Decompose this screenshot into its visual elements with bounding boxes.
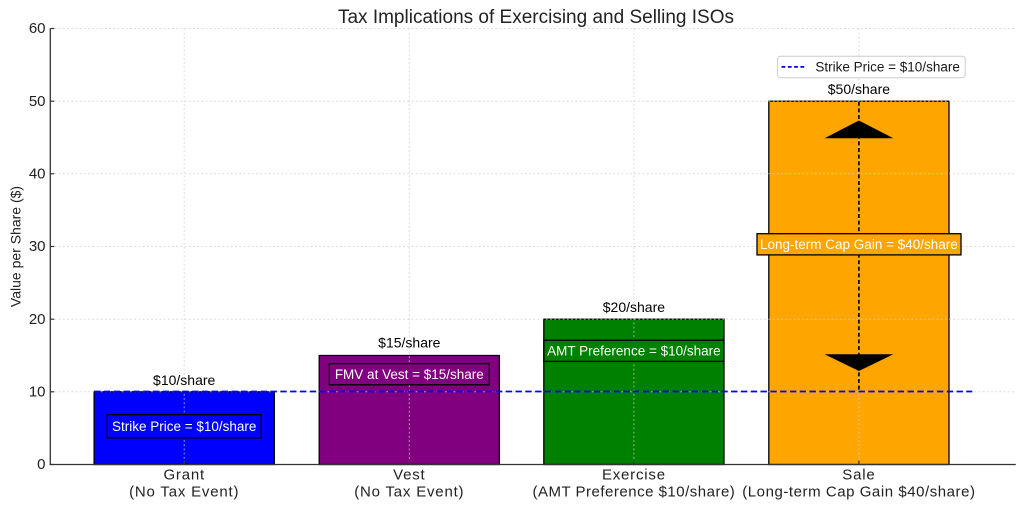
svg-text:FMV at Vest = $15/share: FMV at Vest = $15/share: [335, 367, 484, 382]
svg-text:(Long-term Cap Gain $40/share): (Long-term Cap Gain $40/share): [742, 484, 975, 501]
svg-text:$50/share: $50/share: [828, 81, 890, 97]
svg-text:10: 10: [29, 384, 46, 401]
svg-text:$10/share: $10/share: [153, 372, 215, 388]
svg-text:Tax Implications of Exercising: Tax Implications of Exercising and Selli…: [338, 7, 734, 28]
svg-text:Value per Share ($): Value per Share ($): [8, 186, 24, 307]
svg-text:(AMT Preference $10/share): (AMT Preference $10/share): [532, 484, 735, 501]
svg-text:AMT Preference = $10/share: AMT Preference = $10/share: [547, 344, 720, 359]
svg-text:50: 50: [29, 93, 46, 110]
svg-text:Strike Price = $10/share: Strike Price = $10/share: [112, 419, 256, 434]
svg-text:0: 0: [37, 456, 45, 473]
svg-text:Strike Price = $10/share: Strike Price = $10/share: [815, 59, 959, 74]
svg-text:$15/share: $15/share: [378, 335, 440, 351]
svg-text:$20/share: $20/share: [603, 299, 665, 315]
svg-text:60: 60: [29, 20, 46, 37]
svg-text:40: 40: [29, 166, 46, 183]
svg-text:Long-term Cap Gain = $40/share: Long-term Cap Gain = $40/share: [760, 237, 958, 252]
svg-text:20: 20: [29, 311, 46, 328]
svg-text:Grant: Grant: [163, 467, 205, 484]
svg-text:Sale: Sale: [842, 467, 875, 484]
svg-text:30: 30: [29, 238, 46, 255]
svg-text:(No Tax Event): (No Tax Event): [129, 484, 239, 501]
svg-text:Exercise: Exercise: [602, 467, 666, 484]
svg-text:Vest: Vest: [393, 467, 425, 484]
svg-text:(No Tax Event): (No Tax Event): [354, 484, 464, 501]
